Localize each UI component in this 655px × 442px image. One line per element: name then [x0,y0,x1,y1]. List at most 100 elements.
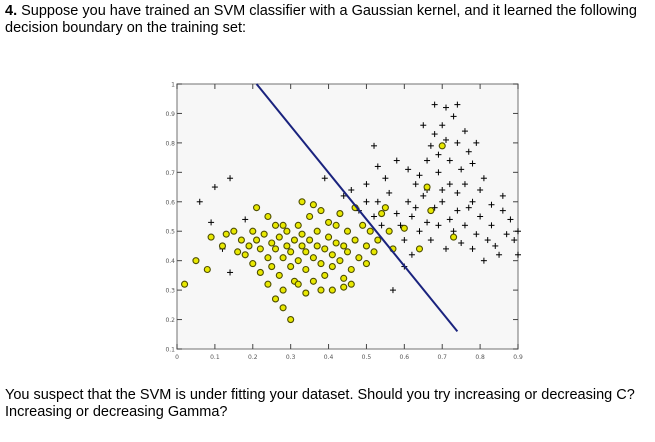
plus-point [477,213,484,220]
circle-point [355,254,363,262]
plus-point [340,192,347,199]
svm-decision-boundary-plot: 0.1 0.2 0.3 0.4 0.5 0.6 0.7 0.8 0.9 1 0 0.1 0.2 0.3 0… [158,76,528,372]
question-number: 4. [5,3,18,19]
circle-point [332,221,340,229]
plus-point [507,216,514,223]
y-tick-label: 0.1 [165,347,175,354]
x-tick-label: 0.6 [400,354,410,361]
x-tick-label: 0.7 [437,354,447,361]
plus-point [393,210,400,217]
x-tick-label: 0.9 [513,354,523,361]
plus-point [412,181,419,188]
circle-point [294,280,302,288]
circle-point [283,242,291,250]
circle-point [374,236,382,244]
plus-point [439,122,446,129]
plus-point [446,181,453,188]
x-tick-label: 0 [175,354,179,361]
plus-point [405,198,412,205]
y-tick-label: 0.6 [165,199,175,206]
circle-point [309,254,317,262]
circle-point [271,245,280,253]
circle-point [362,260,370,268]
circle-point [264,212,272,221]
plus-point [371,213,378,220]
circle-point [309,201,317,209]
plus-point [446,157,453,164]
plus-point [443,245,450,252]
circle-point [203,265,211,274]
plus-point [420,192,427,199]
circle-point [287,263,295,271]
circle-point [343,248,352,256]
circle-point [298,198,306,206]
circle-point [317,207,325,215]
plus-point [480,175,487,182]
plus-point [465,204,472,211]
plus-point [382,175,389,182]
circle-point [279,304,287,312]
plus-point [348,187,355,193]
circle-point [253,204,261,212]
y-tick-label: 0.8 [165,140,175,147]
x-tick-label: 0.8 [475,354,485,361]
plus-point [443,136,450,143]
circle-point [438,142,446,150]
circle-point [427,207,435,215]
circle-point [287,248,295,256]
circle-point [294,257,302,265]
circle-point [271,221,280,229]
plus-point [492,242,499,249]
circle-point [279,254,287,262]
plus-point [424,219,431,226]
plus-point [477,187,484,193]
circle-point [249,227,257,235]
x-tick-label: 0.2 [248,354,258,361]
plus-point [386,189,393,196]
circle-point [321,271,329,279]
y-tick-labels: 0.1 0.2 0.3 0.4 0.5 0.6 0.7 0.8 0.9 1 [165,82,175,354]
circle-point [234,248,242,256]
plus-point [378,222,385,229]
plus-point [454,189,461,196]
circle-point [290,236,299,244]
plus-point [469,160,476,167]
plus-point [488,201,495,208]
circle-point [347,280,355,288]
circle-point [313,242,321,250]
plus-point [488,222,495,229]
plus-point [515,251,521,258]
circle-point [245,242,253,250]
circle-point [400,224,408,232]
circle-point [237,236,245,244]
circle-point [328,251,336,259]
plus-point [427,142,434,149]
x-tick-label: 0.5 [362,354,372,361]
circle-point [343,227,352,235]
plus-point [389,287,396,294]
plus-point [450,228,457,235]
circle-point [415,245,424,253]
tick-marks [176,83,519,350]
y-tick-label: 0.9 [165,111,175,118]
circle-point [222,230,230,238]
plus-point [208,219,215,226]
circle-point [218,242,227,250]
x-tick-labels: 0 0.1 0.2 0.3 0.4 0.5 0.6 0.7 0.8 0.9 [175,354,523,361]
circle-point [275,233,283,241]
plus-point [211,184,218,191]
followup-question: You suspect that the SVM is under fittin… [5,387,635,420]
plus-point [461,181,468,188]
plus-point [424,157,431,164]
plus-point [374,198,381,205]
plus-point [469,198,476,205]
y-tick-label: 0.7 [165,170,175,177]
plus-point [420,122,427,129]
y-tick-label: 0.3 [165,288,175,295]
circle-point [192,257,200,265]
plus-point [461,128,468,135]
y-tick-label: 0.4 [165,258,175,265]
circle-point [268,263,276,271]
plus-point [412,204,419,211]
plus-point [416,228,423,235]
